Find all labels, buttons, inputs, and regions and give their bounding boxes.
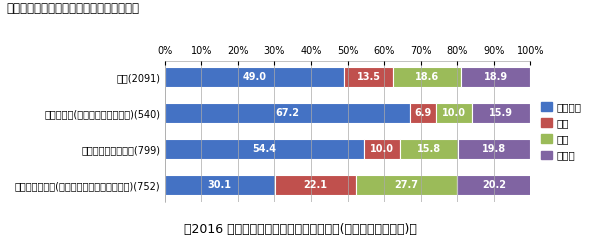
Text: （相続・譲受した住まいについての意識）: （相続・譲受した住まいについての意識） [6,2,139,15]
Bar [400,139,458,159]
Legend: 本人居住, 空家, 売却, その他: 本人居住, 空家, 売却, その他 [539,100,584,163]
Text: 6.9: 6.9 [415,108,431,118]
Text: 27.7: 27.7 [394,180,418,190]
Bar [356,175,457,195]
Bar [457,175,531,195]
Text: 18.6: 18.6 [415,72,439,82]
Bar [436,103,472,123]
Bar [461,67,530,87]
Text: 10.0: 10.0 [442,108,466,118]
Bar [165,103,410,123]
Text: 18.9: 18.9 [484,72,508,82]
Text: 49.0: 49.0 [242,72,266,82]
Text: 15.9: 15.9 [489,108,513,118]
Text: ［2016 年住まいの代替わりに関する調査(住環境研究所調べ)］: ［2016 年住まいの代替わりに関する調査(住環境研究所調べ)］ [184,223,416,236]
Bar [165,139,364,159]
Bar [410,103,436,123]
Text: 10.0: 10.0 [370,144,394,154]
Bar [344,67,393,87]
Text: 13.5: 13.5 [356,72,380,82]
Text: 20.2: 20.2 [482,180,506,190]
Text: 30.1: 30.1 [208,180,232,190]
Text: 22.1: 22.1 [303,180,327,190]
Bar [472,103,530,123]
Text: 15.8: 15.8 [417,144,441,154]
Text: 19.8: 19.8 [482,144,506,154]
Bar [165,175,275,195]
Bar [393,67,461,87]
Bar [275,175,356,195]
Text: 67.2: 67.2 [275,108,299,118]
Bar [165,67,344,87]
Bar [458,139,530,159]
Bar [364,139,400,159]
Text: 54.4: 54.4 [252,144,276,154]
